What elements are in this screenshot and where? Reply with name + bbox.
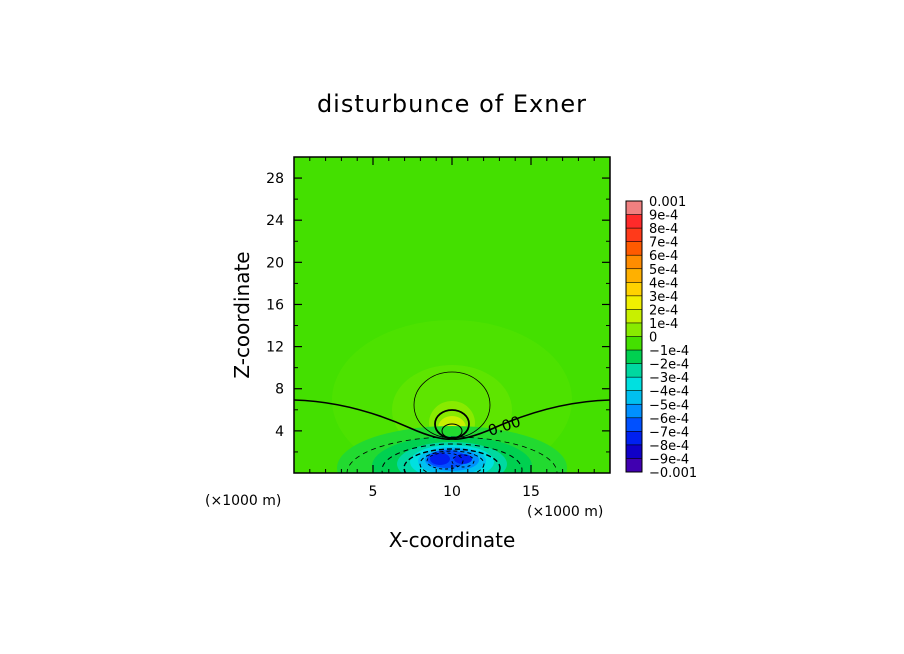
colorbar-swatch (626, 417, 642, 432)
colorbar-swatch (626, 268, 642, 283)
contour-positive-inner (441, 423, 463, 439)
y-tick-label: 8 (275, 382, 284, 398)
colorbar-swatch (626, 282, 642, 297)
colorbar-label: 5e-4 (649, 263, 678, 278)
colorbar-label: −9e-4 (649, 452, 689, 467)
colorbar-label: 6e-4 (649, 249, 678, 264)
colorbar-swatch (626, 404, 642, 419)
colorbar-swatch (626, 377, 642, 391)
colorbar-label: 2e-4 (649, 303, 678, 318)
contour-negative-1 (346, 436, 558, 473)
x-axis: 5 10 15 (309, 157, 595, 500)
y-tick-label: 12 (266, 340, 284, 356)
colorbar-swatch (626, 201, 642, 215)
contour-negative-4 (419, 450, 485, 473)
colorbar-label: 1e-4 (649, 317, 678, 332)
colorbar-swatch (626, 322, 642, 337)
plot-area (294, 157, 610, 473)
field-negative-9 (454, 454, 472, 464)
chart-title: disturbunce of Exner (317, 90, 587, 118)
colorbar-label: 0.001 (649, 195, 686, 210)
colorbar-label: −0.001 (649, 466, 697, 481)
colorbar-swatch (626, 228, 642, 242)
field-negative-8 (430, 453, 450, 465)
colorbar-swatch (626, 309, 642, 324)
y-axis-title: Z-coordinate (230, 251, 254, 378)
colorbar-label: 4e-4 (649, 276, 678, 291)
colorbar-label: −4e-4 (649, 385, 689, 400)
x-axis-title: X-coordinate (389, 528, 516, 552)
colorbar-label: −6e-4 (649, 412, 689, 427)
x-unit-right: (×1000 m) (527, 504, 603, 520)
colorbar-swatch (626, 390, 642, 405)
y-tick-label: 4 (275, 424, 284, 440)
colorbar-swatch (626, 336, 642, 351)
colorbar-swatch (626, 295, 642, 310)
y-axis: 4 8 12 16 20 24 28 (266, 171, 610, 453)
x-tick-label: 5 (369, 484, 378, 500)
contour-negative-2 (381, 443, 523, 473)
colorbar-swatch (626, 458, 642, 473)
x-unit-left: (×1000 m) (205, 493, 281, 509)
colorbar-label: −3e-4 (649, 371, 689, 386)
colorbar-label: 9e-4 (649, 209, 678, 224)
contour-negative-3 (403, 448, 501, 473)
contour-zero-line (294, 399, 610, 440)
x-tick-label: 10 (443, 484, 461, 500)
colorbar-swatch (626, 363, 642, 378)
x-tick-label: 15 (522, 484, 540, 500)
y-tick-label: 28 (266, 171, 284, 187)
colorbar-swatch (626, 241, 642, 256)
colorbar-label: 8e-4 (649, 222, 678, 237)
colorbar-swatch (626, 431, 642, 446)
colorbar-label: 0 (649, 331, 657, 346)
colorbar-label: −8e-4 (649, 439, 689, 454)
colorbar: 0.0019e-48e-47e-46e-45e-44e-43e-42e-41e-… (625, 195, 697, 481)
y-tick-label: 20 (266, 255, 284, 271)
colorbar-label: 7e-4 (649, 236, 678, 251)
contour-negative-6 (451, 454, 475, 468)
colorbar-label: −2e-4 (649, 358, 689, 373)
colorbar-swatch (626, 444, 642, 459)
colorbar-swatch (626, 350, 642, 364)
contour-negative-5 (426, 452, 464, 470)
colorbar-swatch (626, 214, 642, 229)
colorbar-swatch (626, 255, 642, 270)
colorbar-label: −5e-4 (649, 398, 689, 413)
colorbar-label: −7e-4 (649, 425, 689, 440)
y-tick-label: 24 (266, 213, 284, 229)
y-tick-label: 16 (266, 297, 284, 313)
colorbar-label: 3e-4 (649, 290, 678, 305)
colorbar-label: −1e-4 (649, 344, 689, 359)
